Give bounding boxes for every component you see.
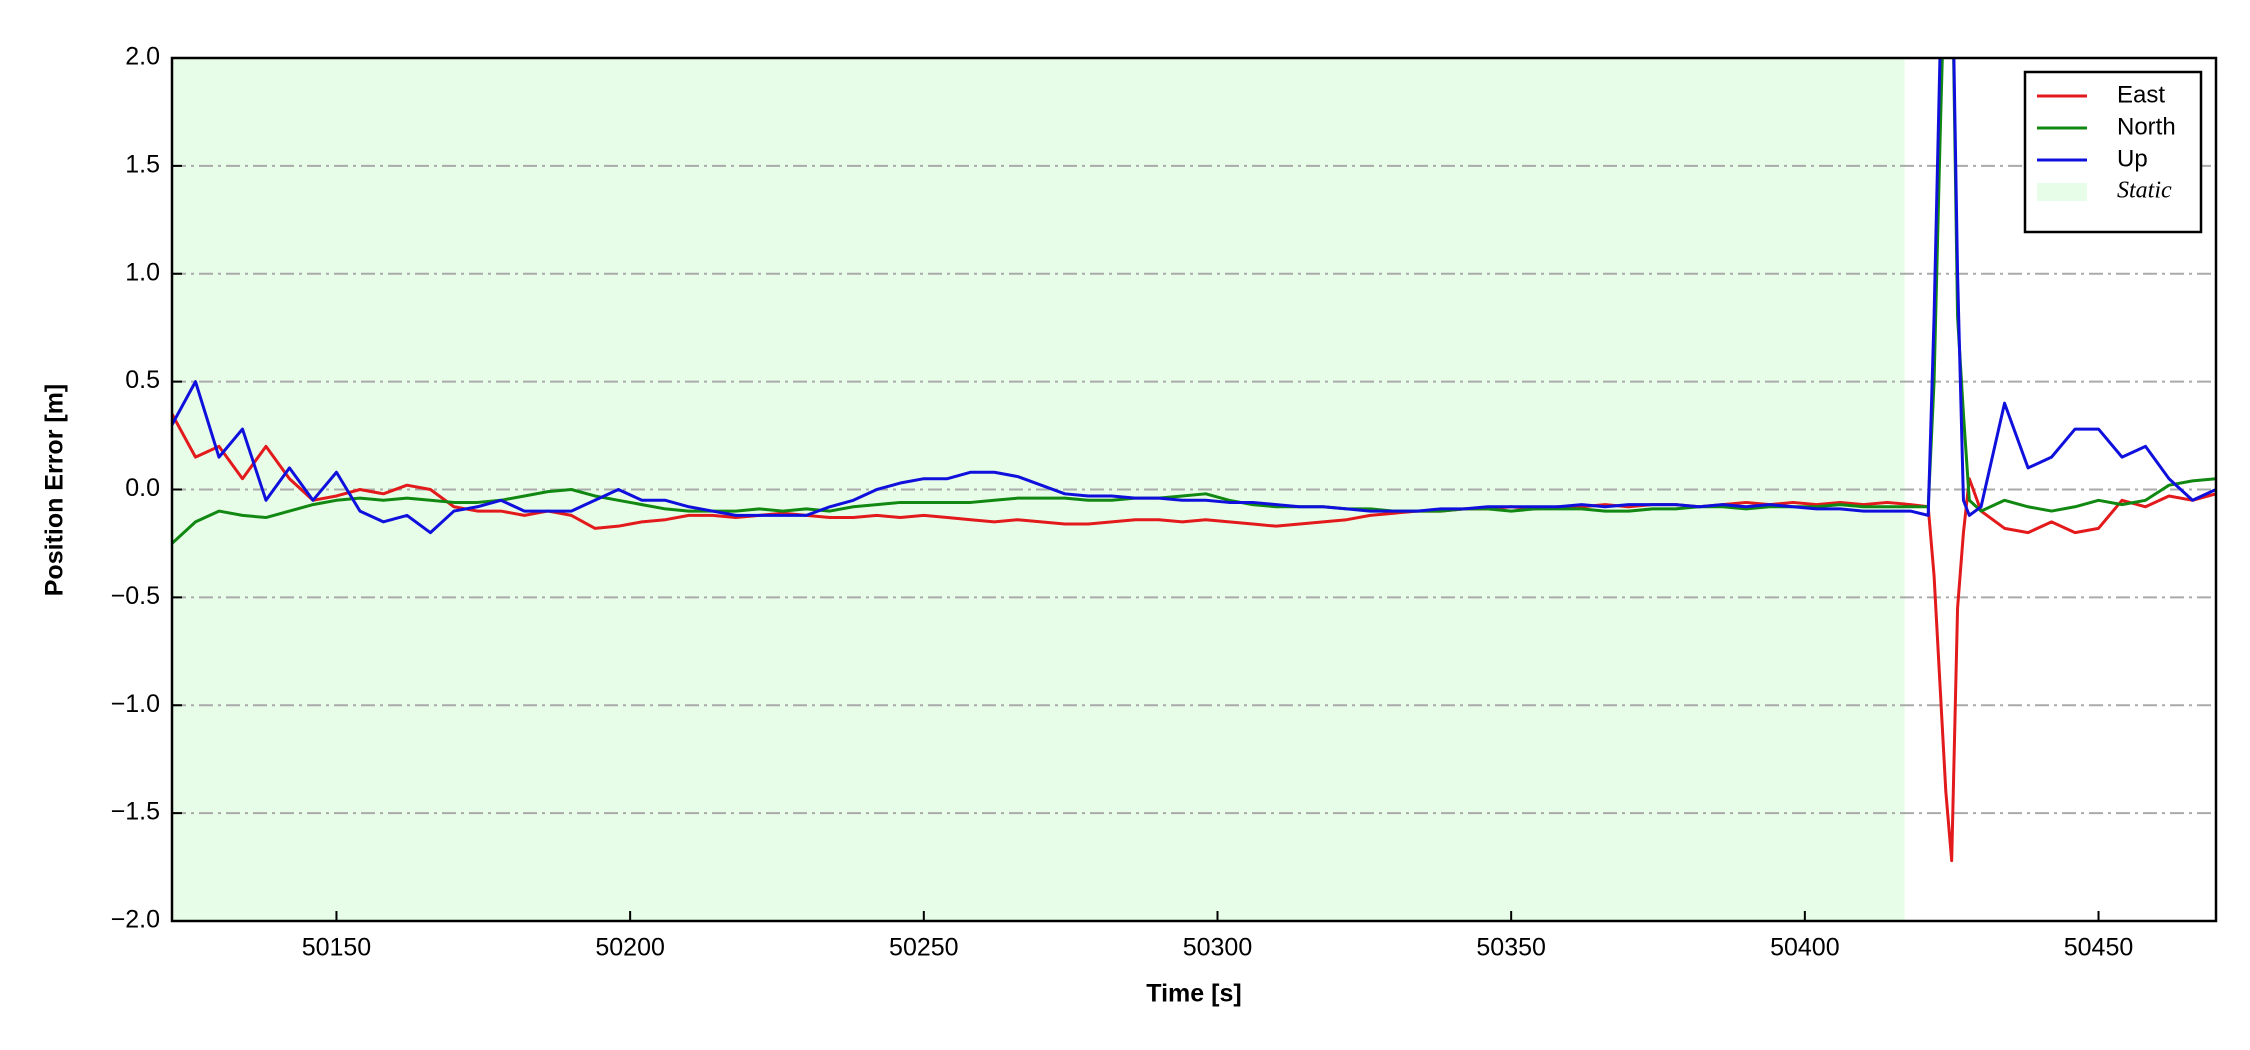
y-tick-label: 0.0 (125, 474, 160, 502)
y-tick-label: −1.0 (111, 690, 160, 718)
x-tick-label: 50200 (595, 934, 665, 962)
y-tick-label: −1.5 (111, 798, 160, 826)
legend-label: East (2117, 81, 2165, 108)
y-tick-label: 1.0 (125, 258, 160, 286)
legend-label: North (2117, 113, 2176, 140)
legend-box (2023, 70, 2203, 234)
legend-swatch (2037, 183, 2087, 201)
legend-label: Static (2117, 178, 2172, 204)
y-tick-label: 2.0 (125, 43, 160, 71)
y-tick-label: 1.5 (125, 150, 160, 178)
x-tick-label: 50400 (1770, 934, 1840, 962)
y-axis-label: Position Error [m] (41, 384, 69, 597)
series-line (172, 58, 2216, 535)
series-line (172, 413, 2216, 863)
x-axis-label: Time [s] (1146, 980, 1241, 1008)
y-tick-label: −0.5 (111, 582, 160, 610)
y-tick-label: 0.5 (125, 366, 160, 394)
plot-area (172, 58, 2216, 921)
y-tick-label: −2.0 (111, 906, 160, 934)
x-tick-label: 50150 (302, 934, 372, 962)
x-tick-label: 50250 (889, 934, 959, 962)
legend-label: Up (2117, 145, 2148, 172)
x-tick-label: 50350 (1476, 934, 1546, 962)
x-tick-label: 50450 (2064, 934, 2134, 962)
x-tick-label: 50300 (1183, 934, 1253, 962)
legend: East North Up Static (2023, 70, 2203, 234)
series-line (172, 58, 2216, 545)
